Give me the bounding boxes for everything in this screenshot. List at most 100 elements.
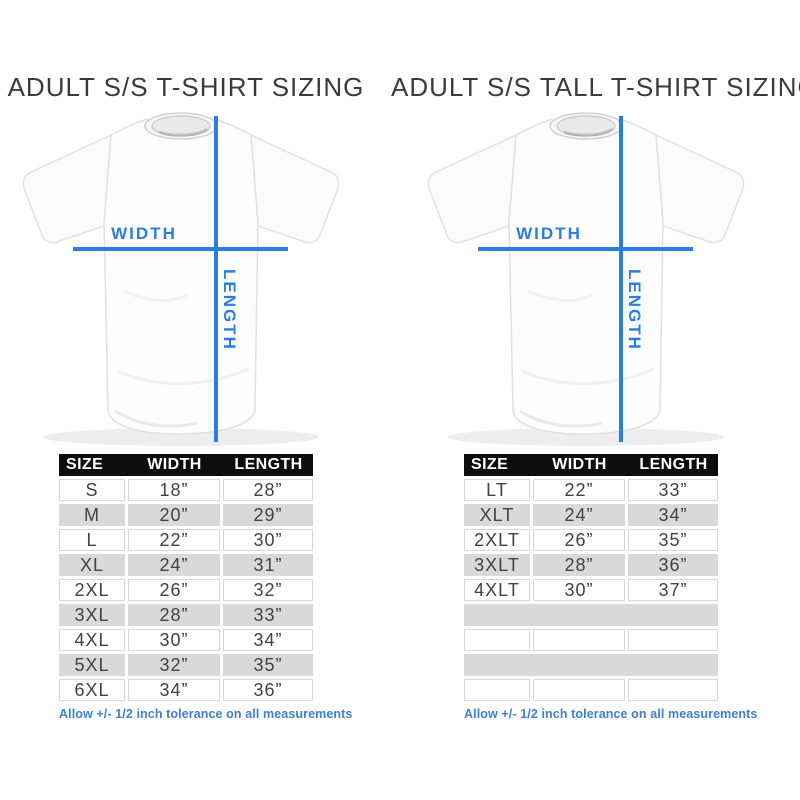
- table-cell: [533, 629, 625, 651]
- tolerance-note: Allow +/- 1/2 inch tolerance on all meas…: [464, 707, 758, 721]
- panel-regular-sizing: ADULT S/S T-SHIRT SIZING: [0, 72, 400, 721]
- shirt-shadow: [448, 428, 724, 446]
- table-header-row: SIZE WIDTH LENGTH: [464, 454, 718, 476]
- shirt-wrinkle: [521, 367, 655, 385]
- shirt-hem-fold: [519, 409, 603, 428]
- shirt-collar-shading: [563, 127, 613, 137]
- table-cell: 3XLT: [464, 554, 530, 576]
- shirt-shadow: [43, 428, 319, 446]
- table-cell: 32”: [128, 654, 220, 676]
- table-row: 3XL 28” 33”: [59, 604, 313, 626]
- empty-row: [464, 629, 718, 651]
- table-header-row: SIZE WIDTH LENGTH: [59, 454, 313, 476]
- table-row: 4XLT 30” 37”: [464, 579, 718, 601]
- table-cell: [628, 629, 718, 651]
- table-row: 4XL 30” 34”: [59, 629, 313, 651]
- length-label: LENGTH: [625, 269, 644, 351]
- column-header-length: LENGTH: [639, 456, 708, 473]
- shirt-right-sleeve: [250, 133, 340, 244]
- table-cell: 30”: [533, 579, 625, 601]
- table-cell: 36”: [628, 554, 718, 576]
- page-title: ADULT S/S TALL T-SHIRT SIZING: [391, 72, 800, 102]
- table-cell: 34”: [128, 679, 220, 701]
- column-header-size: SIZE: [66, 456, 104, 473]
- table-cell: 22”: [128, 529, 220, 551]
- table-cell: 32”: [223, 579, 313, 601]
- shirt-wrinkle: [122, 289, 188, 303]
- table-row: 6XL 34” 36”: [59, 679, 313, 701]
- table-row: 2XLT 26” 35”: [464, 529, 718, 551]
- shirt-hem-fold: [114, 409, 198, 428]
- tshirt-graphic: WIDTH LENGTH: [427, 112, 745, 446]
- table-cell: 28”: [223, 479, 313, 501]
- table-cell: 22”: [533, 479, 625, 501]
- table-cell: 30”: [128, 629, 220, 651]
- table-cell: M: [59, 504, 125, 526]
- panel-tall-sizing: ADULT S/S TALL T-SHIRT SIZING WIDTH LENG…: [391, 72, 800, 721]
- table-cell: 26”: [128, 579, 220, 601]
- table-cell: [464, 679, 530, 701]
- table-cell: 35”: [628, 529, 718, 551]
- table-row: 3XLT 28” 36”: [464, 554, 718, 576]
- tolerance-note: Allow +/- 1/2 inch tolerance on all meas…: [59, 707, 353, 721]
- table-row: XL 24” 31”: [59, 554, 313, 576]
- table-row: L 22” 30”: [59, 529, 313, 551]
- table-cell: 36”: [223, 679, 313, 701]
- table-row: 2XL 26” 32”: [59, 579, 313, 601]
- table-cell: 28”: [533, 554, 625, 576]
- table-cell: 37”: [628, 579, 718, 601]
- table-body: S 18” 28” M 20” 29” L 22” 30” XL 24” 31” 2XL 26” 32” 3X…: [59, 479, 313, 701]
- table-cell: L: [59, 529, 125, 551]
- table-cell: 24”: [128, 554, 220, 576]
- width-label: WIDTH: [111, 224, 177, 243]
- table-cell: 5XL: [59, 654, 125, 676]
- tshirt-graphic: WIDTH LENGTH: [22, 112, 340, 446]
- shirt-left-sleeve: [22, 133, 112, 244]
- table-cell: 20”: [128, 504, 220, 526]
- table-cell: [533, 679, 625, 701]
- table-cell: 18”: [128, 479, 220, 501]
- empty-row: [464, 604, 718, 626]
- shirt-wrinkle: [116, 367, 250, 385]
- table-cell: 33”: [223, 604, 313, 626]
- table-body: LT 22” 33” XLT 24” 34” 2XLT 26” 35” 3XLT 28” 36” 4XL…: [464, 479, 718, 701]
- shirt-right-sleeve: [655, 133, 745, 244]
- shirt-wrinkle: [527, 289, 593, 303]
- table-cell: 30”: [223, 529, 313, 551]
- empty-row: [464, 679, 718, 701]
- table-cell: XL: [59, 554, 125, 576]
- table-cell: 33”: [628, 479, 718, 501]
- table-cell: 28”: [128, 604, 220, 626]
- table-cell: 24”: [533, 504, 625, 526]
- table-cell: 34”: [223, 629, 313, 651]
- sizing-charts: ADULT S/S T-SHIRT SIZING: [0, 72, 800, 721]
- table-row: LT 22” 33”: [464, 479, 718, 501]
- size-table-regular: SIZE WIDTH LENGTH S 18” 28” M 20” 29” L 22” 30” X…: [59, 454, 313, 701]
- table-cell: 31”: [223, 554, 313, 576]
- table-row: 5XL 32” 35”: [59, 654, 313, 676]
- table-cell: [628, 679, 718, 701]
- empty-row: [464, 654, 718, 676]
- table-cell: 26”: [533, 529, 625, 551]
- table-row: M 20” 29”: [59, 504, 313, 526]
- column-header-length: LENGTH: [234, 456, 303, 473]
- table-cell: XLT: [464, 504, 530, 526]
- column-header-width: WIDTH: [147, 456, 202, 473]
- table-cell: 4XLT: [464, 579, 530, 601]
- table-cell: 2XLT: [464, 529, 530, 551]
- size-table-tall: SIZE WIDTH LENGTH LT 22” 33” XLT 24” 34” 2XLT 2…: [464, 454, 718, 701]
- table-cell: 4XL: [59, 629, 125, 651]
- column-header-width: WIDTH: [552, 456, 607, 473]
- width-label: WIDTH: [516, 224, 582, 243]
- shirt-collar-shading: [158, 127, 208, 137]
- column-header-size: SIZE: [471, 456, 509, 473]
- table-cell: 34”: [628, 504, 718, 526]
- table-row: XLT 24” 34”: [464, 504, 718, 526]
- table-cell: 6XL: [59, 679, 125, 701]
- table-cell: 29”: [223, 504, 313, 526]
- table-cell: 35”: [223, 654, 313, 676]
- shirt-left-sleeve: [427, 133, 517, 244]
- length-label: LENGTH: [220, 269, 239, 351]
- table-row: S 18” 28”: [59, 479, 313, 501]
- table-cell: LT: [464, 479, 530, 501]
